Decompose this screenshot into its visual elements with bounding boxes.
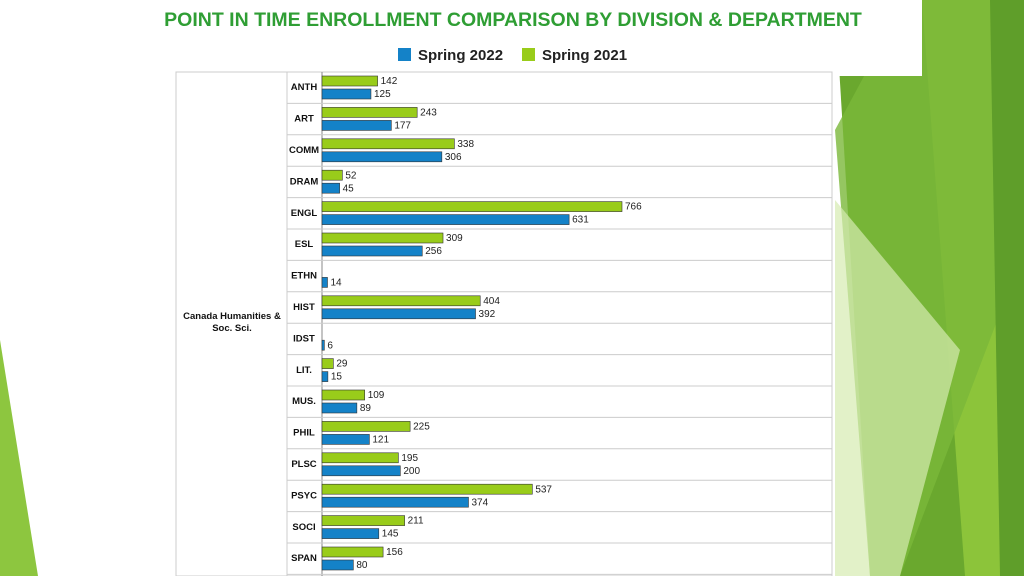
value-label: 200 xyxy=(403,466,420,477)
value-label: 243 xyxy=(420,108,437,119)
value-label: 392 xyxy=(479,309,496,320)
value-label: 256 xyxy=(425,246,442,257)
value-label: 121 xyxy=(372,435,389,446)
bar xyxy=(321,201,623,212)
value-label: 6 xyxy=(327,340,333,351)
category-label: PHIL xyxy=(293,428,315,439)
value-label: 142 xyxy=(381,76,398,87)
category-label: COMM xyxy=(289,145,319,156)
value-label: 125 xyxy=(374,89,391,100)
bar xyxy=(321,88,372,100)
legend-swatch xyxy=(398,48,411,61)
value-label: 15 xyxy=(331,372,343,383)
bar xyxy=(321,546,384,558)
value-label: 52 xyxy=(345,170,357,181)
category-label: ENGL xyxy=(291,208,318,219)
bar xyxy=(321,232,444,244)
legend-swatch xyxy=(522,48,535,61)
bar xyxy=(321,465,401,477)
value-label: 29 xyxy=(336,359,348,370)
value-label: 537 xyxy=(535,484,552,495)
value-label: 14 xyxy=(330,278,342,289)
category-label: ETHN xyxy=(291,271,317,282)
bar xyxy=(321,483,533,495)
bar xyxy=(321,107,418,118)
bar xyxy=(321,277,328,288)
value-label: 631 xyxy=(572,215,589,226)
legend-label: Spring 2021 xyxy=(542,47,627,64)
category-label: ART xyxy=(294,114,314,125)
bar xyxy=(321,559,354,571)
value-label: 306 xyxy=(445,152,462,163)
bar xyxy=(321,452,399,464)
bar xyxy=(321,496,469,508)
category-label: SPAN xyxy=(291,553,317,564)
value-label: 45 xyxy=(343,183,355,194)
value-label: 766 xyxy=(625,202,642,213)
title-box xyxy=(0,0,922,76)
value-label: 338 xyxy=(457,139,474,150)
bar xyxy=(321,295,481,307)
category-label: IDST xyxy=(293,333,315,344)
bar xyxy=(321,308,476,320)
bar xyxy=(321,138,455,150)
value-label: 211 xyxy=(408,516,424,527)
bar xyxy=(321,358,334,369)
value-label: 195 xyxy=(401,453,418,464)
value-label: 156 xyxy=(386,547,403,558)
category-label: LIT. xyxy=(296,365,312,376)
category-label: ANTH xyxy=(291,82,318,93)
category-label: PLSC xyxy=(291,459,316,470)
bar xyxy=(321,515,405,526)
value-label: 309 xyxy=(446,233,463,244)
bar xyxy=(321,421,411,432)
chart-title: POINT IN TIME ENROLLMENT COMPARISON BY D… xyxy=(164,9,862,31)
category-label: PSYC xyxy=(291,490,317,501)
value-label: 109 xyxy=(368,390,385,401)
bar xyxy=(321,214,570,225)
bar xyxy=(321,434,370,445)
category-label: HIST xyxy=(293,302,315,313)
value-label: 225 xyxy=(413,422,430,433)
bar xyxy=(321,528,380,539)
division-label: Canada Humanities & Soc. Sci. xyxy=(183,311,281,334)
value-label: 89 xyxy=(360,403,372,414)
value-label: 404 xyxy=(483,296,500,307)
value-label: 374 xyxy=(471,497,488,508)
value-label: 177 xyxy=(394,121,411,132)
bar xyxy=(321,151,443,163)
bar xyxy=(321,245,423,257)
value-label: 145 xyxy=(382,529,399,540)
category-label: SOCI xyxy=(292,522,315,533)
value-label: 80 xyxy=(356,560,368,571)
category-label: ESL xyxy=(295,239,314,250)
bar xyxy=(321,169,343,181)
bar xyxy=(321,120,392,131)
bar xyxy=(321,339,325,351)
bar xyxy=(321,371,329,382)
bar xyxy=(321,402,358,414)
category-label: DRAM xyxy=(290,176,319,187)
bar xyxy=(321,389,365,401)
bar xyxy=(321,75,378,87)
legend-label: Spring 2022 xyxy=(418,47,503,64)
bar xyxy=(321,182,340,194)
category-label: MUS. xyxy=(292,396,316,407)
